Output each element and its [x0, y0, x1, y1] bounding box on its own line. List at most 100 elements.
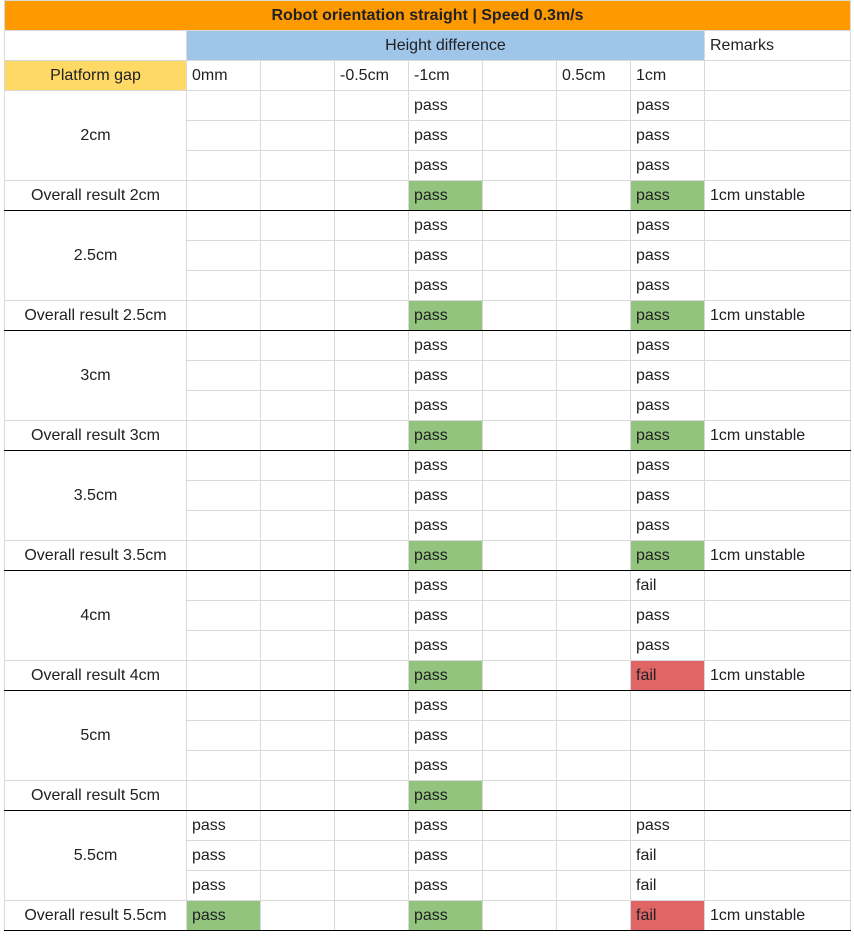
result-cell[interactable] [260, 750, 335, 781]
result-cell[interactable]: pass [408, 330, 483, 361]
result-cell[interactable] [630, 690, 705, 721]
overall-result-cell[interactable]: pass [408, 420, 483, 451]
result-cell[interactable] [186, 690, 261, 721]
overall-result-cell[interactable] [186, 540, 261, 571]
result-cell[interactable] [334, 570, 409, 601]
result-cell[interactable] [186, 570, 261, 601]
result-cell[interactable] [260, 450, 335, 481]
overall-result-label[interactable]: Overall result 5.5cm [4, 900, 187, 931]
platform-gap-cell[interactable]: 5.5cm [4, 810, 187, 901]
overall-result-cell[interactable] [334, 660, 409, 691]
result-cell[interactable] [556, 210, 631, 241]
remarks-header-blank[interactable] [704, 60, 851, 91]
remark-cell[interactable] [704, 570, 851, 601]
result-cell[interactable] [334, 240, 409, 271]
result-cell[interactable] [334, 600, 409, 631]
result-cell[interactable] [260, 360, 335, 391]
overall-result-cell[interactable]: pass [408, 300, 483, 331]
result-cell[interactable] [630, 750, 705, 781]
result-cell[interactable] [260, 600, 335, 631]
result-cell[interactable]: fail [630, 570, 705, 601]
result-cell[interactable] [556, 690, 631, 721]
result-cell[interactable]: pass [408, 480, 483, 511]
result-cell[interactable] [482, 480, 557, 511]
platform-gap-cell[interactable]: 3cm [4, 330, 187, 421]
result-cell[interactable]: pass [408, 450, 483, 481]
result-cell[interactable] [186, 450, 261, 481]
result-cell[interactable] [482, 840, 557, 871]
overall-result-cell[interactable]: pass [408, 900, 483, 931]
overall-result-cell[interactable] [334, 180, 409, 211]
overall-result-cell[interactable] [186, 420, 261, 451]
overall-result-cell[interactable] [334, 780, 409, 811]
remark-cell[interactable] [704, 360, 851, 391]
result-cell[interactable] [186, 390, 261, 421]
result-cell[interactable] [334, 360, 409, 391]
overall-result-label[interactable]: Overall result 2.5cm [4, 300, 187, 331]
result-cell[interactable] [482, 240, 557, 271]
column-header[interactable]: 0mm [186, 60, 261, 91]
overall-result-cell[interactable]: fail [630, 660, 705, 691]
remark-cell[interactable] [704, 480, 851, 511]
result-cell[interactable] [186, 720, 261, 751]
overall-result-label[interactable]: Overall result 3.5cm [4, 540, 187, 571]
result-cell[interactable] [186, 240, 261, 271]
remark-cell[interactable] [704, 90, 851, 121]
result-cell[interactable] [186, 270, 261, 301]
result-cell[interactable] [556, 810, 631, 841]
result-cell[interactable]: pass [630, 150, 705, 181]
overall-result-cell[interactable] [556, 180, 631, 211]
result-cell[interactable] [260, 720, 335, 751]
result-cell[interactable] [186, 480, 261, 511]
result-cell[interactable] [482, 720, 557, 751]
overall-result-cell[interactable] [556, 300, 631, 331]
result-cell[interactable] [482, 630, 557, 661]
remark-cell[interactable] [704, 270, 851, 301]
result-cell[interactable]: pass [630, 210, 705, 241]
overall-result-cell[interactable]: pass [630, 420, 705, 451]
result-cell[interactable] [334, 750, 409, 781]
overall-result-cell[interactable] [482, 420, 557, 451]
result-cell[interactable]: pass [630, 510, 705, 541]
remark-cell[interactable] [704, 810, 851, 841]
result-cell[interactable]: pass [630, 480, 705, 511]
result-cell[interactable] [482, 120, 557, 151]
remarks-header[interactable]: Remarks [704, 30, 851, 61]
result-cell[interactable] [186, 150, 261, 181]
result-cell[interactable]: pass [630, 600, 705, 631]
result-cell[interactable] [482, 870, 557, 901]
overall-result-cell[interactable] [186, 300, 261, 331]
overall-remark-cell[interactable]: 1cm unstable [704, 660, 851, 691]
result-cell[interactable]: pass [186, 840, 261, 871]
result-cell[interactable]: fail [630, 840, 705, 871]
result-cell[interactable] [260, 120, 335, 151]
result-cell[interactable]: pass [408, 390, 483, 421]
overall-result-cell[interactable] [186, 780, 261, 811]
overall-result-cell[interactable] [556, 420, 631, 451]
overall-result-cell[interactable]: pass [630, 300, 705, 331]
result-cell[interactable] [556, 450, 631, 481]
result-cell[interactable] [556, 360, 631, 391]
result-cell[interactable] [334, 120, 409, 151]
result-cell[interactable]: pass [408, 360, 483, 391]
overall-result-cell[interactable] [334, 300, 409, 331]
result-cell[interactable] [186, 360, 261, 391]
result-cell[interactable] [556, 750, 631, 781]
remark-cell[interactable] [704, 450, 851, 481]
overall-remark-cell[interactable]: 1cm unstable [704, 180, 851, 211]
overall-result-cell[interactable]: fail [630, 900, 705, 931]
result-cell[interactable] [186, 510, 261, 541]
result-cell[interactable] [482, 150, 557, 181]
column-header[interactable]: -1cm [408, 60, 483, 91]
result-cell[interactable] [260, 210, 335, 241]
result-cell[interactable] [186, 120, 261, 151]
result-cell[interactable] [186, 210, 261, 241]
platform-gap-header[interactable]: Platform gap [4, 60, 187, 91]
result-cell[interactable] [260, 150, 335, 181]
result-cell[interactable]: pass [630, 270, 705, 301]
result-cell[interactable] [482, 360, 557, 391]
result-cell[interactable] [556, 510, 631, 541]
overall-result-cell[interactable] [482, 540, 557, 571]
result-cell[interactable] [482, 270, 557, 301]
result-cell[interactable] [334, 840, 409, 871]
